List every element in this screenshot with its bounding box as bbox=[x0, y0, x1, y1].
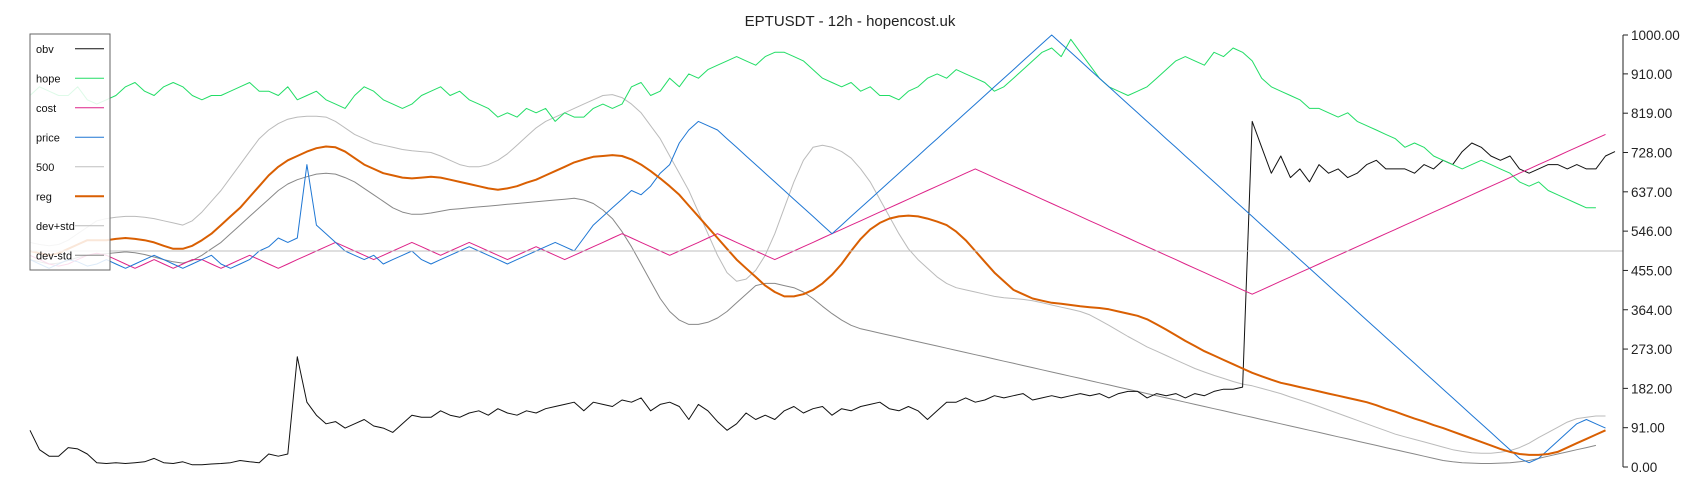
y-tick-label: 637.00 bbox=[1631, 185, 1672, 200]
legend-label: cost bbox=[36, 103, 56, 115]
legend-label: reg bbox=[36, 191, 52, 203]
y-tick-label: 455.00 bbox=[1631, 263, 1672, 278]
legend-label: hope bbox=[36, 73, 60, 85]
y-tick-label: 910.00 bbox=[1631, 67, 1672, 82]
series-line-price bbox=[29, 34, 1606, 464]
series-layer bbox=[29, 34, 1616, 466]
y-axis: 0.00 91.00 182.00 273.00 364.00 455.00 546.00 6… bbox=[1622, 28, 1680, 475]
y-tick-label: 91.00 bbox=[1631, 421, 1665, 436]
legend-label: obv bbox=[36, 44, 54, 56]
y-tick-label: 728.00 bbox=[1631, 146, 1672, 161]
y-tick-label: 273.00 bbox=[1631, 342, 1672, 357]
y-tick-label: 546.00 bbox=[1631, 224, 1672, 239]
legend-label: 500 bbox=[36, 162, 54, 174]
y-tick-label: 182.00 bbox=[1631, 381, 1672, 396]
series-line-cost bbox=[29, 133, 1606, 295]
y-tick-label: 1000.00 bbox=[1631, 28, 1680, 43]
chart-title: EPTUSDT - 12h - hopencost.uk bbox=[745, 13, 956, 30]
legend-label: price bbox=[36, 132, 60, 144]
series-line-dev-std bbox=[29, 94, 1606, 454]
y-tick-label: 364.00 bbox=[1631, 303, 1672, 318]
series-line-dev-std bbox=[29, 172, 1597, 464]
y-tick-label: 0.00 bbox=[1631, 460, 1657, 475]
legend: obv hope cost price 500 reg dev+std dev-std bbox=[29, 33, 111, 271]
series-line-obv bbox=[29, 120, 1616, 466]
legend-label: dev+std bbox=[36, 221, 75, 233]
series-line-hope bbox=[29, 38, 1596, 209]
legend-label: dev-std bbox=[36, 250, 72, 262]
y-tick-label: 819.00 bbox=[1631, 106, 1672, 121]
series-line-reg bbox=[29, 145, 1606, 456]
legend-box bbox=[29, 33, 111, 271]
